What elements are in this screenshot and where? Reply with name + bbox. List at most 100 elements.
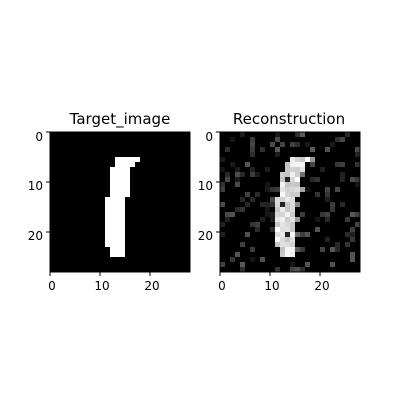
reconstruction-noise-pixel <box>240 172 245 177</box>
reconstruction-edge-pixel <box>295 247 300 252</box>
reconstruction-noise-pixel <box>355 177 360 182</box>
reconstruction-noise-pixel <box>320 247 325 252</box>
reconstruction-noise-pixel <box>250 167 255 172</box>
reconstruction-noise-pixel <box>340 202 345 207</box>
panel-target: Target_image 0 10 20 0 10 20 <box>28 110 191 293</box>
reconstruction-noise-pixel <box>270 187 275 192</box>
recon-x-tick-0: 0 <box>218 279 226 293</box>
reconstruction-noise-pixel <box>355 162 360 167</box>
reconstruction-noise-pixel <box>355 152 360 157</box>
reconstruction-noise-pixel <box>275 187 280 192</box>
reconstruction-noise-pixel <box>315 177 320 182</box>
reconstruction-stroke-pixel <box>290 237 295 242</box>
target-stroke-row-10 <box>110 182 130 187</box>
reconstruction-stroke-pixel <box>295 187 300 192</box>
reconstruction-noise-pixel <box>335 247 340 252</box>
reconstruction-stroke-pixel <box>285 172 290 177</box>
reconstruction-noise-pixel <box>315 227 320 232</box>
reconstruction-stroke-pixel <box>290 222 295 227</box>
recon-x-tick-10: 10 <box>264 279 279 293</box>
reconstruction-stroke-pixel <box>285 192 290 197</box>
reconstruction-noise-pixel <box>245 192 250 197</box>
reconstruction-noise-pixel <box>335 187 340 192</box>
reconstruction-noise-pixel <box>245 162 250 167</box>
reconstruction-noise-pixel <box>330 262 335 267</box>
reconstruction-noise-pixel <box>240 267 245 272</box>
reconstruction-noise-pixel <box>355 222 360 227</box>
reconstruction-noise-pixel <box>345 217 350 222</box>
reconstruction-noise-pixel <box>350 177 355 182</box>
reconstruction-noise-pixel <box>260 257 265 262</box>
reconstruction-stroke-pixel <box>290 187 295 192</box>
reconstruction-stroke-pixel <box>280 197 285 202</box>
reconstruction-stroke-pixel <box>280 212 285 217</box>
reconstruction-stroke-pixel <box>290 162 295 167</box>
reconstruction-stroke-pixel <box>285 222 290 227</box>
reconstruction-noise-pixel <box>345 132 350 137</box>
reconstruction-stroke-pixel <box>300 167 305 172</box>
reconstruction-noise-pixel <box>350 232 355 237</box>
target-stroke-row-5 <box>115 157 140 162</box>
reconstruction-noise-pixel <box>250 172 255 177</box>
reconstruction-noise-pixel <box>265 182 270 187</box>
reconstruction-stroke-pixel <box>275 232 280 237</box>
reconstruction-stroke-pixel <box>280 222 285 227</box>
target-frame <box>49 131 191 273</box>
reconstruction-stroke-pixel <box>285 177 290 182</box>
reconstruction-noise-pixel <box>355 212 360 217</box>
target-stroke-row-13 <box>105 197 125 202</box>
reconstruction-noise-pixel <box>265 167 270 172</box>
recon-x-tick-20: 20 <box>314 279 329 293</box>
reconstruction-noise-pixel <box>255 172 260 177</box>
reconstruction-noise-pixel <box>355 147 360 152</box>
recon-y-tick-0: 0 <box>205 130 213 144</box>
reconstruction-noise-pixel <box>355 182 360 187</box>
reconstruction-noise-pixel <box>315 192 320 197</box>
reconstruction-noise-pixel <box>260 147 265 152</box>
reconstruction-noise-pixel <box>295 142 300 147</box>
target-stroke-row-19 <box>105 227 125 232</box>
reconstruction-stroke-pixel <box>285 207 290 212</box>
reconstruction-stroke-pixel <box>275 222 280 227</box>
reconstruction-stroke-pixel <box>275 197 280 202</box>
reconstruction-stroke-pixel <box>280 182 285 187</box>
reconstruction-stroke-pixel <box>275 207 280 212</box>
reconstruction-noise-pixel <box>325 212 330 217</box>
reconstruction-noise-pixel <box>250 222 255 227</box>
reconstruction-noise-pixel <box>225 212 230 217</box>
target-stroke-row-17 <box>105 217 125 222</box>
reconstruction-noise-pixel <box>330 142 335 147</box>
reconstruction-edge-pixel <box>300 172 305 177</box>
reconstruction-noise-pixel <box>335 137 340 142</box>
reconstruction-noise-pixel <box>295 132 300 137</box>
reconstruction-noise-pixel <box>300 132 305 137</box>
reconstruction-stroke-pixel <box>285 247 290 252</box>
reconstruction-noise-pixel <box>275 152 280 157</box>
reconstruction-stroke-pixel <box>280 232 285 237</box>
reconstruction-stroke-pixel <box>280 247 285 252</box>
reconstruction-stroke-pixel <box>290 242 295 247</box>
reconstruction-noise-pixel <box>275 267 280 272</box>
reconstruction-stroke-pixel <box>290 172 295 177</box>
reconstruction-noise-pixel <box>220 222 225 227</box>
reconstruction-stroke-pixel <box>290 232 295 237</box>
reconstruction-noise-pixel <box>275 132 280 137</box>
reconstruction-noise-pixel <box>220 157 225 162</box>
reconstruction-noise-pixel <box>270 212 275 217</box>
reconstruction-noise-pixel <box>300 232 305 237</box>
reconstruction-noise-pixel <box>350 237 355 242</box>
reconstruction-noise-pixel <box>245 202 250 207</box>
reconstruction-noise-pixel <box>300 247 305 252</box>
target-x-tick-0: 0 <box>48 279 56 293</box>
reconstruction-image <box>216 131 361 276</box>
reconstruction-noise-pixel <box>350 212 355 217</box>
panel-reconstruction: Reconstruction 0 10 20 0 10 20 <box>198 110 361 293</box>
reconstruction-edge-pixel <box>295 232 300 237</box>
reconstruction-stroke-pixel <box>300 157 305 162</box>
reconstruction-noise-pixel <box>325 237 330 242</box>
reconstruction-noise-pixel <box>305 232 310 237</box>
reconstruction-stroke-pixel <box>280 187 285 192</box>
reconstruction-noise-pixel <box>350 252 355 257</box>
reconstruction-stroke-pixel <box>275 217 280 222</box>
